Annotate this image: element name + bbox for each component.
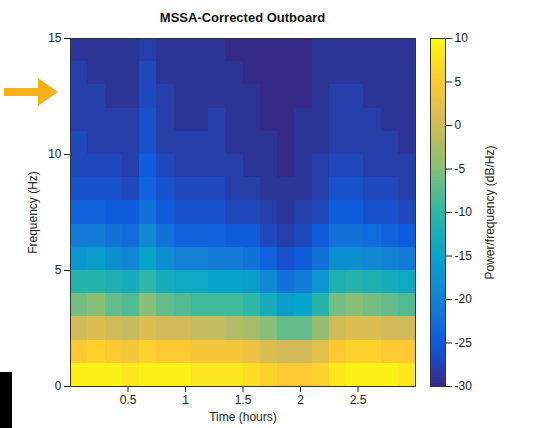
svg-text:2.5: 2.5 <box>350 393 367 407</box>
svg-text:2: 2 <box>297 393 304 407</box>
svg-text:15: 15 <box>48 31 62 45</box>
svg-text:5: 5 <box>55 263 62 277</box>
svg-text:1.5: 1.5 <box>235 393 252 407</box>
html-text:MSSA-Corrected Outboard: MSSA-Corrected Outboard <box>159 10 326 25</box>
svg-text:0: 0 <box>455 118 462 132</box>
svg-text:10: 10 <box>455 31 469 45</box>
svg-text:10: 10 <box>48 147 62 161</box>
svg-text:-20: -20 <box>455 292 473 306</box>
svg-text:Time (hours): Time (hours) <box>209 410 277 424</box>
svg-text:Power/frequency (dB/Hz): Power/frequency (dB/Hz) <box>483 145 497 279</box>
svg-text:-5: -5 <box>455 162 466 176</box>
svg-text:-30: -30 <box>455 379 473 393</box>
svg-text:-15: -15 <box>455 249 473 263</box>
svg-text:-10: -10 <box>455 205 473 219</box>
svg-text:0: 0 <box>55 379 62 393</box>
svg-text:-25: -25 <box>455 336 473 350</box>
svg-text:1: 1 <box>182 393 189 407</box>
svg-text:5: 5 <box>455 75 462 89</box>
svg-text:Frequency (Hz): Frequency (Hz) <box>26 171 40 254</box>
svg-text:0.5: 0.5 <box>120 393 137 407</box>
